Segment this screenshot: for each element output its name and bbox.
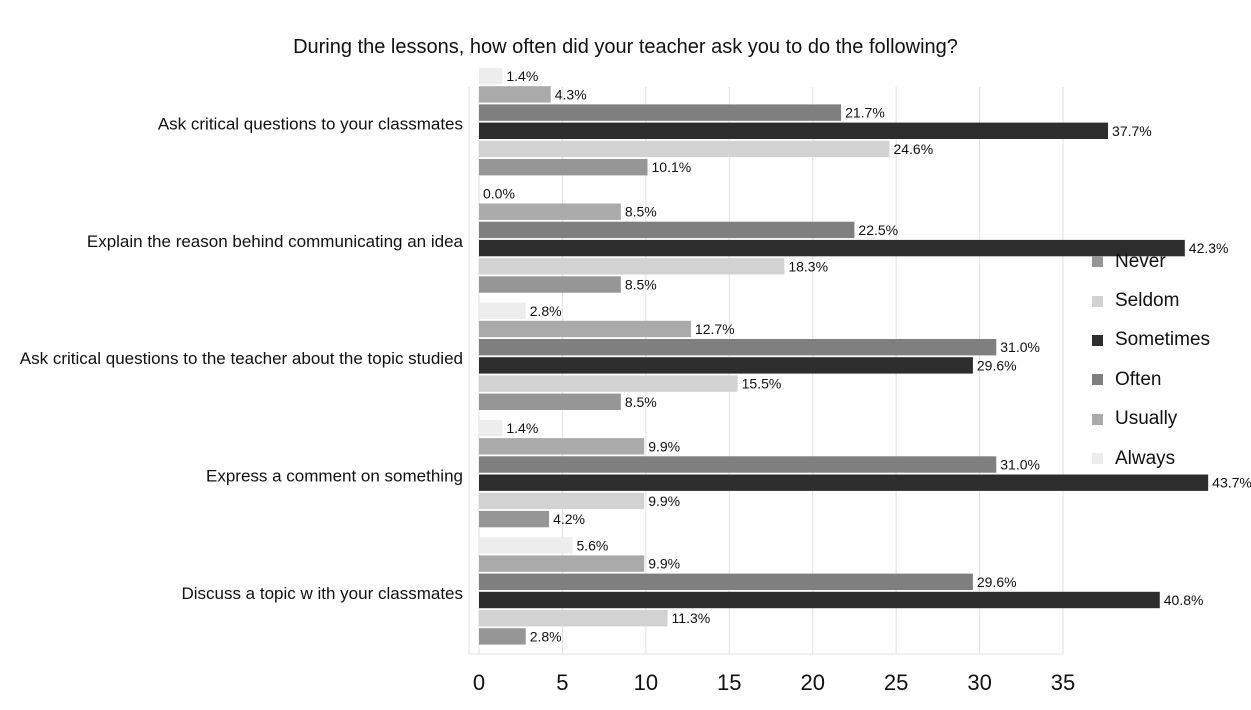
legend-item: Seldom	[1092, 281, 1210, 320]
legend-item: Always	[1092, 439, 1210, 478]
bar	[479, 140, 890, 158]
legend-label: Often	[1115, 368, 1162, 390]
data-label: 9.9%	[648, 493, 680, 509]
chart-legend: Never Seldom Sometimes Often Usually Always	[1092, 242, 1210, 478]
legend-item: Never	[1092, 242, 1210, 281]
bar	[479, 221, 855, 239]
data-label: 1.4%	[506, 68, 538, 84]
data-label: 21.7%	[845, 105, 885, 121]
bar	[479, 122, 1109, 139]
legend-swatch	[1092, 413, 1103, 425]
bar	[479, 320, 691, 338]
legend-swatch	[1092, 295, 1103, 307]
legend-item: Usually	[1092, 400, 1210, 439]
legend-item: Often	[1092, 360, 1210, 399]
bar	[479, 510, 550, 528]
data-label: 12.7%	[695, 321, 735, 337]
x-tick-label: 5	[556, 670, 568, 695]
data-label: 8.5%	[625, 394, 657, 410]
legend-label: Usually	[1115, 408, 1178, 430]
data-label: 4.3%	[555, 86, 587, 102]
category-label: Explain the reason behind communicating …	[87, 232, 464, 251]
bar	[479, 86, 551, 103]
category-label: Express a comment on something	[206, 467, 463, 486]
data-label: 29.6%	[977, 357, 1017, 373]
legend-swatch	[1092, 453, 1103, 465]
x-tick-label: 30	[967, 670, 991, 695]
data-label: 10.1%	[652, 159, 692, 175]
legend-swatch	[1092, 334, 1103, 346]
data-label: 31.0%	[1000, 339, 1040, 355]
data-label: 8.5%	[625, 277, 657, 293]
data-label: 24.6%	[893, 141, 933, 157]
data-label: 40.8%	[1164, 592, 1204, 608]
x-tick-label: 10	[634, 670, 658, 695]
data-label: 29.6%	[977, 574, 1017, 590]
legend-swatch	[1092, 374, 1103, 386]
category-label: Discuss a topic w ith your classmates	[181, 584, 463, 603]
data-label: 18.3%	[788, 258, 828, 274]
bar	[479, 239, 1185, 257]
bar	[479, 456, 997, 473]
legend-label: Sometimes	[1115, 329, 1211, 351]
x-tick-label: 20	[800, 670, 824, 695]
legend-label: Always	[1115, 447, 1176, 469]
bar	[479, 492, 645, 510]
bar	[479, 104, 842, 121]
bar	[479, 159, 648, 176]
data-label: 11.3%	[672, 610, 711, 626]
data-label: 37.7%	[1112, 123, 1152, 139]
bar	[479, 68, 503, 85]
data-label: 4.2%	[553, 511, 585, 527]
data-label: 2.8%	[530, 303, 562, 319]
legend-label: Never	[1115, 250, 1166, 272]
bar	[479, 302, 526, 319]
bar	[479, 357, 973, 374]
bar	[479, 393, 621, 410]
data-label: 1.4%	[506, 420, 538, 436]
bar	[479, 573, 973, 590]
legend-label: Seldom	[1115, 290, 1180, 312]
bar	[479, 419, 503, 437]
data-label: 42.3%	[1189, 240, 1229, 256]
bar	[479, 628, 526, 645]
category-label: Ask critical questions to the teacher ab…	[20, 349, 463, 368]
bar	[479, 339, 997, 356]
bar	[479, 258, 785, 275]
x-tick-label: 0	[473, 670, 485, 695]
data-label: 9.9%	[648, 556, 680, 572]
bar	[479, 474, 1209, 491]
data-label: 22.5%	[858, 222, 898, 238]
data-label: 15.5%	[742, 376, 782, 392]
bar	[479, 537, 573, 554]
bar	[479, 438, 645, 455]
data-label: 43.7%	[1212, 475, 1251, 491]
category-label: Ask critical questions to your classmate…	[158, 115, 463, 134]
data-label: 8.5%	[625, 204, 657, 220]
data-label: 2.8%	[530, 628, 562, 644]
bar	[479, 555, 645, 572]
chart-title: During the lessons, how often did your t…	[293, 36, 958, 58]
bar	[479, 276, 621, 293]
data-label: 0.0%	[483, 186, 515, 202]
legend-swatch	[1092, 256, 1103, 268]
legend-item: Sometimes	[1092, 321, 1210, 360]
bar	[479, 591, 1160, 609]
bar	[479, 610, 668, 627]
bar	[479, 203, 621, 220]
data-label: 5.6%	[576, 537, 608, 553]
data-label: 9.9%	[648, 438, 680, 454]
x-tick-label: 15	[717, 670, 741, 695]
x-tick-label: 25	[884, 670, 908, 695]
data-label: 31.0%	[1000, 457, 1040, 473]
x-tick-label: 35	[1051, 670, 1075, 695]
bar	[479, 375, 738, 392]
